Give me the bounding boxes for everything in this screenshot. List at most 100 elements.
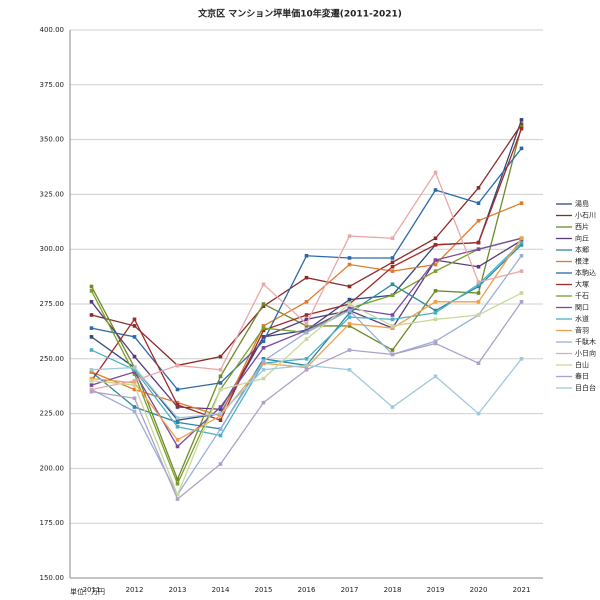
- point-marker: [519, 238, 524, 243]
- point-marker: [89, 313, 94, 317]
- point-marker: [433, 374, 438, 379]
- point-marker: [89, 335, 94, 339]
- point-marker: [476, 280, 481, 284]
- point-marker: [433, 262, 438, 267]
- x-tick-label: 2012: [126, 586, 144, 594]
- point-marker: [261, 400, 266, 405]
- point-marker: [347, 234, 352, 238]
- y-tick-label: 400.00: [40, 26, 65, 34]
- point-marker: [261, 302, 266, 306]
- y-tick-label: 375.00: [40, 81, 65, 89]
- point-marker: [132, 372, 137, 376]
- point-marker: [89, 348, 94, 352]
- point-marker: [433, 341, 438, 346]
- point-marker: [175, 416, 180, 420]
- point-marker: [261, 339, 266, 344]
- point-marker: [347, 256, 352, 260]
- point-marker: [519, 243, 524, 247]
- point-marker: [390, 269, 395, 273]
- point-marker: [132, 354, 137, 359]
- point-marker: [132, 324, 137, 328]
- x-tick-label: 2016: [298, 586, 316, 594]
- point-marker: [476, 282, 481, 287]
- point-marker: [347, 302, 352, 306]
- point-marker: [304, 365, 309, 370]
- point-marker: [390, 293, 395, 298]
- point-marker: [390, 282, 395, 287]
- point-marker: [132, 367, 137, 372]
- point-marker: [347, 310, 352, 315]
- point-marker: [519, 357, 524, 361]
- point-marker: [132, 365, 137, 370]
- point-marker: [519, 118, 524, 122]
- x-tick-label: 2018: [384, 586, 402, 594]
- legend-label: 小石川: [575, 211, 596, 220]
- point-marker: [433, 310, 438, 315]
- series-line: [91, 171, 522, 391]
- point-marker: [347, 297, 352, 302]
- point-marker: [347, 321, 352, 326]
- point-marker: [175, 403, 180, 407]
- point-marker: [476, 291, 481, 295]
- legend-label: 白山: [575, 360, 589, 369]
- x-tick-label: 2020: [470, 586, 488, 594]
- point-marker: [261, 346, 266, 350]
- point-marker: [476, 218, 481, 223]
- point-marker: [218, 433, 223, 438]
- point-marker: [476, 247, 481, 251]
- point-marker: [476, 411, 481, 416]
- point-marker: [89, 387, 94, 392]
- point-marker: [218, 413, 223, 418]
- point-marker: [304, 330, 309, 335]
- legend-label: 音羽: [575, 326, 589, 335]
- point-marker: [347, 315, 352, 319]
- point-marker: [433, 339, 438, 344]
- unit-note: 単位：万円: [70, 587, 105, 596]
- point-marker: [175, 492, 180, 497]
- point-marker: [261, 357, 266, 361]
- point-marker: [218, 405, 223, 409]
- x-tick-label: 2013: [169, 586, 187, 594]
- point-marker: [132, 409, 137, 414]
- x-tick-label: 2014: [212, 586, 230, 594]
- legend-label: 小日向: [575, 349, 596, 358]
- point-marker: [304, 317, 309, 322]
- point-marker: [261, 304, 266, 308]
- point-marker: [261, 282, 266, 287]
- point-marker: [218, 374, 223, 379]
- point-marker: [476, 313, 481, 317]
- point-marker: [261, 367, 266, 372]
- point-marker: [175, 418, 180, 422]
- point-marker: [476, 284, 481, 289]
- x-tick-label: 2019: [427, 586, 445, 594]
- point-marker: [519, 300, 524, 304]
- point-marker: [261, 361, 266, 365]
- point-marker: [519, 124, 524, 129]
- y-tick-label: 225.00: [40, 410, 65, 418]
- y-tick-label: 325.00: [40, 190, 65, 198]
- point-marker: [390, 405, 395, 409]
- legend-label: 西片: [575, 222, 589, 231]
- point-marker: [175, 424, 180, 429]
- point-marker: [175, 444, 180, 449]
- point-marker: [261, 335, 266, 339]
- legend-label: 大塚: [575, 280, 589, 289]
- point-marker: [390, 236, 395, 241]
- point-marker: [132, 387, 137, 392]
- y-tick-label: 350.00: [40, 136, 65, 144]
- point-marker: [433, 269, 438, 273]
- point-marker: [218, 462, 223, 466]
- legend-label: 向丘: [575, 234, 589, 243]
- point-marker: [433, 300, 438, 304]
- point-marker: [519, 201, 524, 205]
- series-line: [91, 202, 522, 417]
- point-marker: [132, 370, 137, 374]
- point-marker: [132, 378, 137, 383]
- point-marker: [218, 354, 223, 359]
- point-marker: [218, 407, 223, 412]
- point-marker: [175, 400, 180, 405]
- point-marker: [519, 269, 524, 273]
- point-marker: [175, 387, 180, 392]
- point-marker: [304, 367, 309, 372]
